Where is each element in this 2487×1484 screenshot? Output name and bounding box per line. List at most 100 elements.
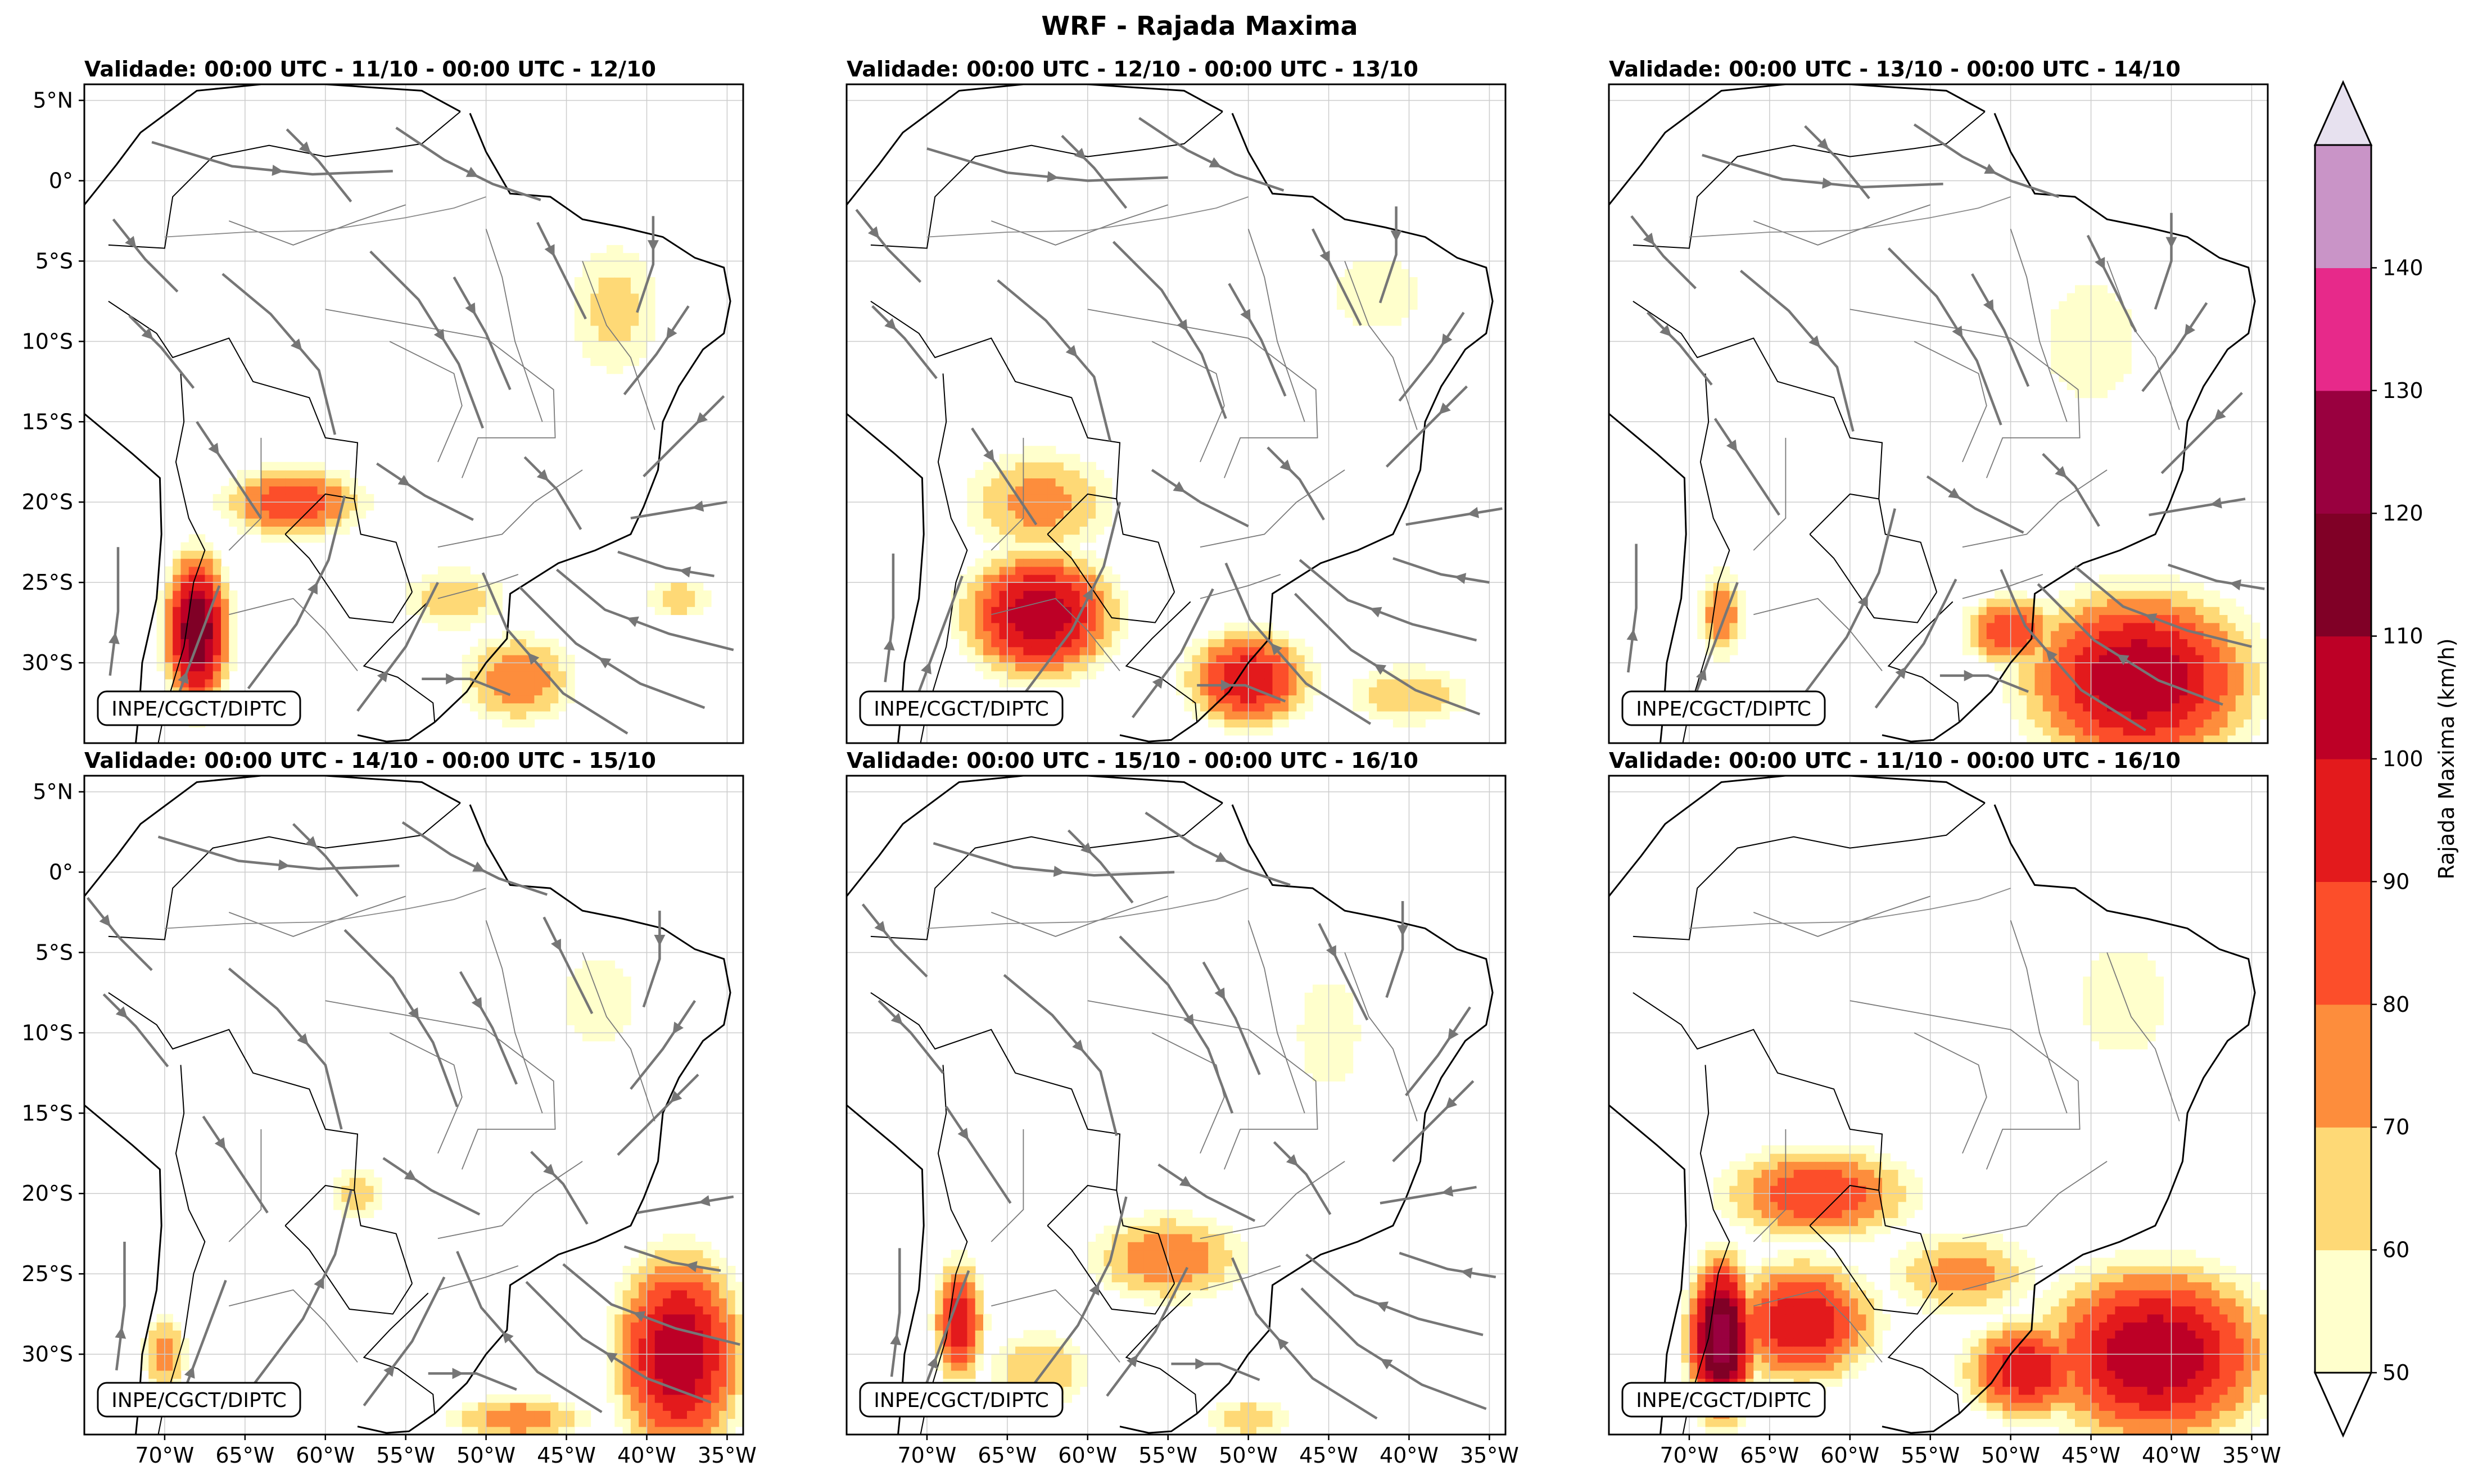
- gust-cell: [598, 349, 607, 358]
- state-border: [582, 261, 655, 430]
- gust-cell: [999, 663, 1008, 672]
- gust-cell: [1914, 1265, 1923, 1274]
- streamline-arrow: [1215, 852, 1228, 862]
- gust-cell: [1328, 1025, 1337, 1034]
- gust-cell: [2091, 630, 2100, 639]
- gust-cell: [1120, 1242, 1129, 1251]
- gust-cell: [607, 1386, 616, 1395]
- gust-cell: [679, 1410, 688, 1419]
- gust-cell: [2018, 1257, 2027, 1266]
- gust-cell: [1055, 574, 1064, 583]
- gust-cell: [727, 1418, 736, 1427]
- gust-cell: [2018, 654, 2027, 663]
- gust-cell: [1111, 1265, 1120, 1274]
- gust-cell: [566, 1418, 575, 1427]
- gust-cell: [1031, 494, 1040, 503]
- gust-cell: [1986, 1257, 1995, 1266]
- gust-cell: [1079, 630, 1088, 639]
- gust-cell: [349, 1169, 358, 1178]
- gust-cell: [1047, 494, 1056, 503]
- gust-cell: [1850, 1233, 1859, 1242]
- gust-cell: [2083, 695, 2092, 704]
- gust-cell: [333, 478, 342, 487]
- gust-cell: [1248, 663, 1257, 672]
- gust-cell: [566, 1410, 575, 1419]
- streamline-arrow: [2184, 324, 2196, 337]
- gust-cell: [663, 1274, 672, 1283]
- gust-cell: [1345, 1040, 1354, 1049]
- gust-cell: [1071, 663, 1080, 672]
- gust-cell: [1039, 454, 1048, 463]
- gust-cell: [719, 1346, 728, 1355]
- gust-cell: [1087, 462, 1096, 470]
- gust-cell: [1425, 678, 1434, 687]
- gust-cell: [646, 1394, 655, 1403]
- gust-cell: [1697, 1290, 1706, 1298]
- gust-cell: [550, 711, 559, 720]
- gust-cell: [1729, 1161, 1738, 1170]
- gust-cell: [1288, 687, 1297, 696]
- gust-cell: [422, 590, 431, 599]
- gust-cell: [2002, 1242, 2011, 1251]
- gust-cell: [614, 1282, 623, 1291]
- gust-cell: [2123, 349, 2132, 358]
- state-border: [1753, 204, 1930, 246]
- gust-cell: [1697, 1265, 1706, 1274]
- gust-cell: [277, 534, 286, 543]
- gust-cell: [2034, 1298, 2043, 1307]
- gust-cell: [205, 574, 214, 583]
- gust-cell: [2027, 1354, 2036, 1363]
- gust-cell: [1063, 1354, 1072, 1363]
- gust-cell: [687, 607, 696, 616]
- gust-cell: [614, 309, 623, 318]
- gust-cell: [671, 1330, 680, 1339]
- gust-cell: [1721, 1314, 1730, 1323]
- gust-cell: [1890, 1218, 1899, 1227]
- gust-cell: [2067, 301, 2075, 310]
- gust-cell: [2115, 333, 2124, 342]
- gust-cell: [1224, 703, 1233, 712]
- gust-cell: [2107, 325, 2116, 334]
- gust-cell: [1152, 1209, 1161, 1218]
- gust-cell: [1007, 470, 1016, 479]
- country-border: [363, 601, 436, 722]
- gust-cell: [614, 1322, 623, 1331]
- gust-cell: [2027, 678, 2036, 687]
- gust-cell: [2227, 654, 2236, 663]
- state-border: [228, 1129, 262, 1242]
- gust-cell: [2107, 622, 2116, 631]
- gust-cell: [1007, 454, 1016, 463]
- gust-cell: [1232, 1250, 1241, 1259]
- gust-cell: [1850, 1218, 1859, 1227]
- gust-cell: [1296, 671, 1305, 680]
- gust-cell: [975, 590, 984, 599]
- gust-cell: [2083, 590, 2092, 599]
- gust-cell: [1079, 518, 1088, 527]
- gust-cell: [188, 614, 197, 623]
- streamline: [617, 550, 715, 577]
- gust-cell: [1136, 1265, 1145, 1274]
- y-tick-label: 10°S: [22, 329, 73, 354]
- streamline: [196, 421, 263, 519]
- gust-cell: [1825, 1338, 1834, 1347]
- gust-cell: [1825, 1322, 1834, 1331]
- gust-cell: [566, 976, 575, 985]
- gust-cell: [2251, 703, 2260, 712]
- state-border: [1200, 1265, 1281, 1291]
- gust-cell: [341, 1185, 350, 1194]
- gust-cell: [462, 1410, 471, 1419]
- gust-cell: [1200, 646, 1209, 655]
- gust-cell: [1047, 1370, 1056, 1379]
- gust-cell: [301, 518, 310, 527]
- gust-cell: [550, 1402, 559, 1411]
- gust-cell: [470, 1418, 479, 1427]
- state-border: [1087, 1000, 1318, 1170]
- gust-cell: [2179, 607, 2188, 616]
- state-border: [325, 1000, 556, 1170]
- gust-cell: [1817, 1330, 1826, 1339]
- gust-cell: [1031, 1354, 1040, 1363]
- gust-cell: [2107, 663, 2116, 672]
- gust-cell: [1111, 598, 1120, 607]
- gust-cell: [1874, 1177, 1883, 1186]
- gust-cell: [614, 365, 623, 374]
